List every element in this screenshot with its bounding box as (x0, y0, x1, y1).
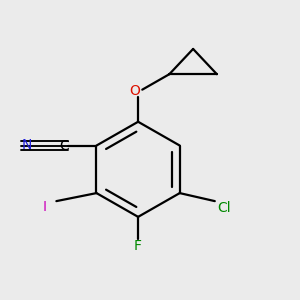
Text: F: F (134, 239, 142, 253)
Text: Cl: Cl (218, 201, 231, 215)
Text: N: N (22, 138, 32, 152)
Text: I: I (43, 200, 47, 214)
Text: O: O (130, 84, 141, 98)
Text: C: C (59, 139, 69, 152)
